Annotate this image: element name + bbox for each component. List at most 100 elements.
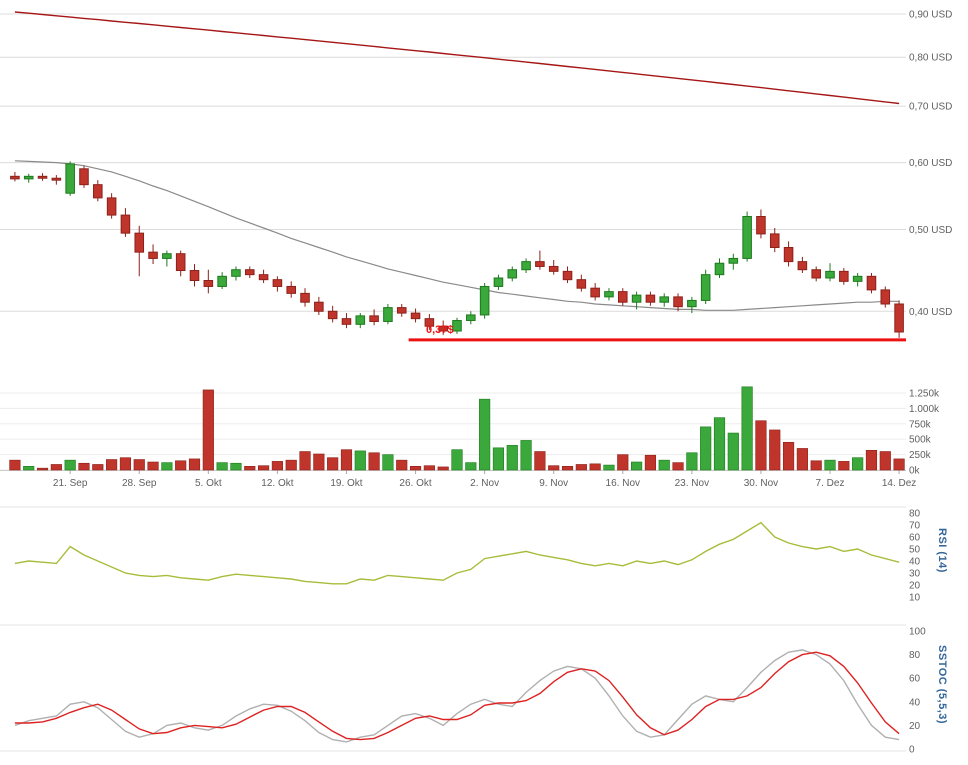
candle-body	[880, 289, 891, 305]
volume-bar	[534, 451, 546, 471]
volume-bar	[354, 450, 366, 471]
rsi-line	[14, 521, 900, 585]
sstoc-axis-label: 60	[909, 674, 921, 685]
sstoc-panel-label: SSTOC (5,5,3)	[936, 645, 948, 725]
candle-body	[286, 285, 296, 294]
volume-bar	[741, 386, 753, 471]
volume-bar	[299, 451, 311, 471]
volume-bar	[506, 445, 518, 471]
volume-axis-label: 750k	[909, 419, 932, 430]
support-price-label: 0,37$	[426, 324, 454, 336]
candle-body	[535, 261, 545, 267]
grid-layer	[0, 13, 906, 752]
candle-body	[479, 285, 490, 316]
candle-body	[79, 168, 89, 186]
price-axis-label: 0,40 USD	[909, 307, 952, 318]
volume-bar	[796, 448, 808, 471]
price-axis-label: 0,70 USD	[909, 102, 952, 113]
candle-body	[37, 175, 48, 179]
price-axis-label: 0,60 USD	[909, 158, 952, 169]
candle-body	[839, 270, 849, 282]
sstoc-axis-label: 0	[909, 745, 915, 756]
candle-body	[604, 291, 614, 298]
date-label: 12. Okt	[261, 478, 293, 489]
volume-bar	[9, 459, 21, 471]
volume-bar	[810, 460, 822, 471]
sstoc-axis-label: 20	[909, 721, 921, 732]
volume-bar	[492, 447, 505, 471]
volume-bar	[285, 459, 297, 471]
candle-body	[369, 315, 379, 322]
candle-body	[590, 287, 600, 298]
sstoc-axis-label: 40	[909, 697, 921, 708]
volume-bar	[755, 420, 767, 471]
volume-bar	[78, 462, 90, 471]
volume-bar	[258, 465, 270, 471]
candle-body	[687, 299, 697, 308]
candle-body	[548, 265, 559, 272]
volume-bar	[479, 398, 491, 471]
volume-bar	[713, 417, 726, 471]
volume-bar	[313, 453, 325, 471]
date-label: 19. Okt	[330, 478, 362, 489]
volume-bar	[423, 465, 435, 471]
date-label: 16. Nov	[606, 478, 640, 489]
volume-axis-label: 500k	[909, 435, 932, 446]
volume-bar	[561, 466, 574, 471]
candle-body	[134, 232, 145, 253]
candle-body	[769, 233, 780, 248]
candle-body	[65, 163, 75, 194]
candle-body	[507, 269, 518, 279]
candle-body	[659, 296, 670, 303]
rsi-axis-label: 40	[909, 557, 921, 568]
volume-bar	[119, 457, 132, 471]
volume-axis-label: 250k	[909, 450, 932, 461]
rsi-panel-label: RSI (14)	[936, 528, 948, 573]
volume-bar	[368, 452, 380, 471]
rsi-axis-label: 70	[909, 521, 921, 532]
candle-body	[438, 325, 448, 332]
date-label: 2. Nov	[470, 478, 499, 489]
candle-body	[175, 253, 186, 272]
series-layer	[9, 11, 906, 743]
rsi-axis-label: 60	[909, 533, 921, 544]
sstoc-axis-label: 100	[909, 627, 926, 638]
candle-body	[742, 216, 752, 259]
volume-axis-label: 0k	[909, 466, 921, 477]
candle-body	[244, 269, 255, 276]
price-axis-label: 0,50 USD	[909, 225, 952, 236]
candle-body	[728, 257, 739, 264]
date-label: 23. Nov	[675, 478, 709, 489]
ma-short-line	[14, 160, 900, 311]
candle-body	[314, 301, 324, 312]
sstoc-axis-label: 80	[909, 650, 921, 661]
candle-body	[797, 261, 808, 271]
candle-body	[396, 307, 407, 314]
candle-body	[493, 277, 504, 287]
candle-body	[756, 216, 766, 235]
volume-bar	[409, 466, 422, 471]
rsi-axis-label: 50	[909, 545, 921, 556]
volume-bar	[769, 429, 781, 471]
candle-body	[258, 274, 269, 281]
candle-body	[452, 320, 462, 332]
date-label: 14. Dez	[882, 478, 916, 489]
candle-body	[466, 314, 476, 322]
volume-bar	[271, 461, 283, 471]
stoch-line-K	[14, 649, 900, 743]
volume-axis-label: 1.000k	[909, 404, 940, 415]
volume-bar	[327, 457, 339, 471]
volume-bar	[879, 451, 891, 471]
volume-bar	[852, 457, 864, 471]
stoch-line-D	[14, 651, 900, 741]
candle-body	[355, 315, 366, 325]
volume-bar	[824, 459, 836, 471]
volume-bar	[133, 459, 145, 471]
volume-bar	[589, 463, 601, 471]
volume-bar	[782, 441, 795, 471]
candle-body	[852, 275, 863, 282]
candle-body	[383, 307, 393, 322]
candle-body	[424, 318, 435, 327]
volume-bar	[382, 454, 394, 471]
